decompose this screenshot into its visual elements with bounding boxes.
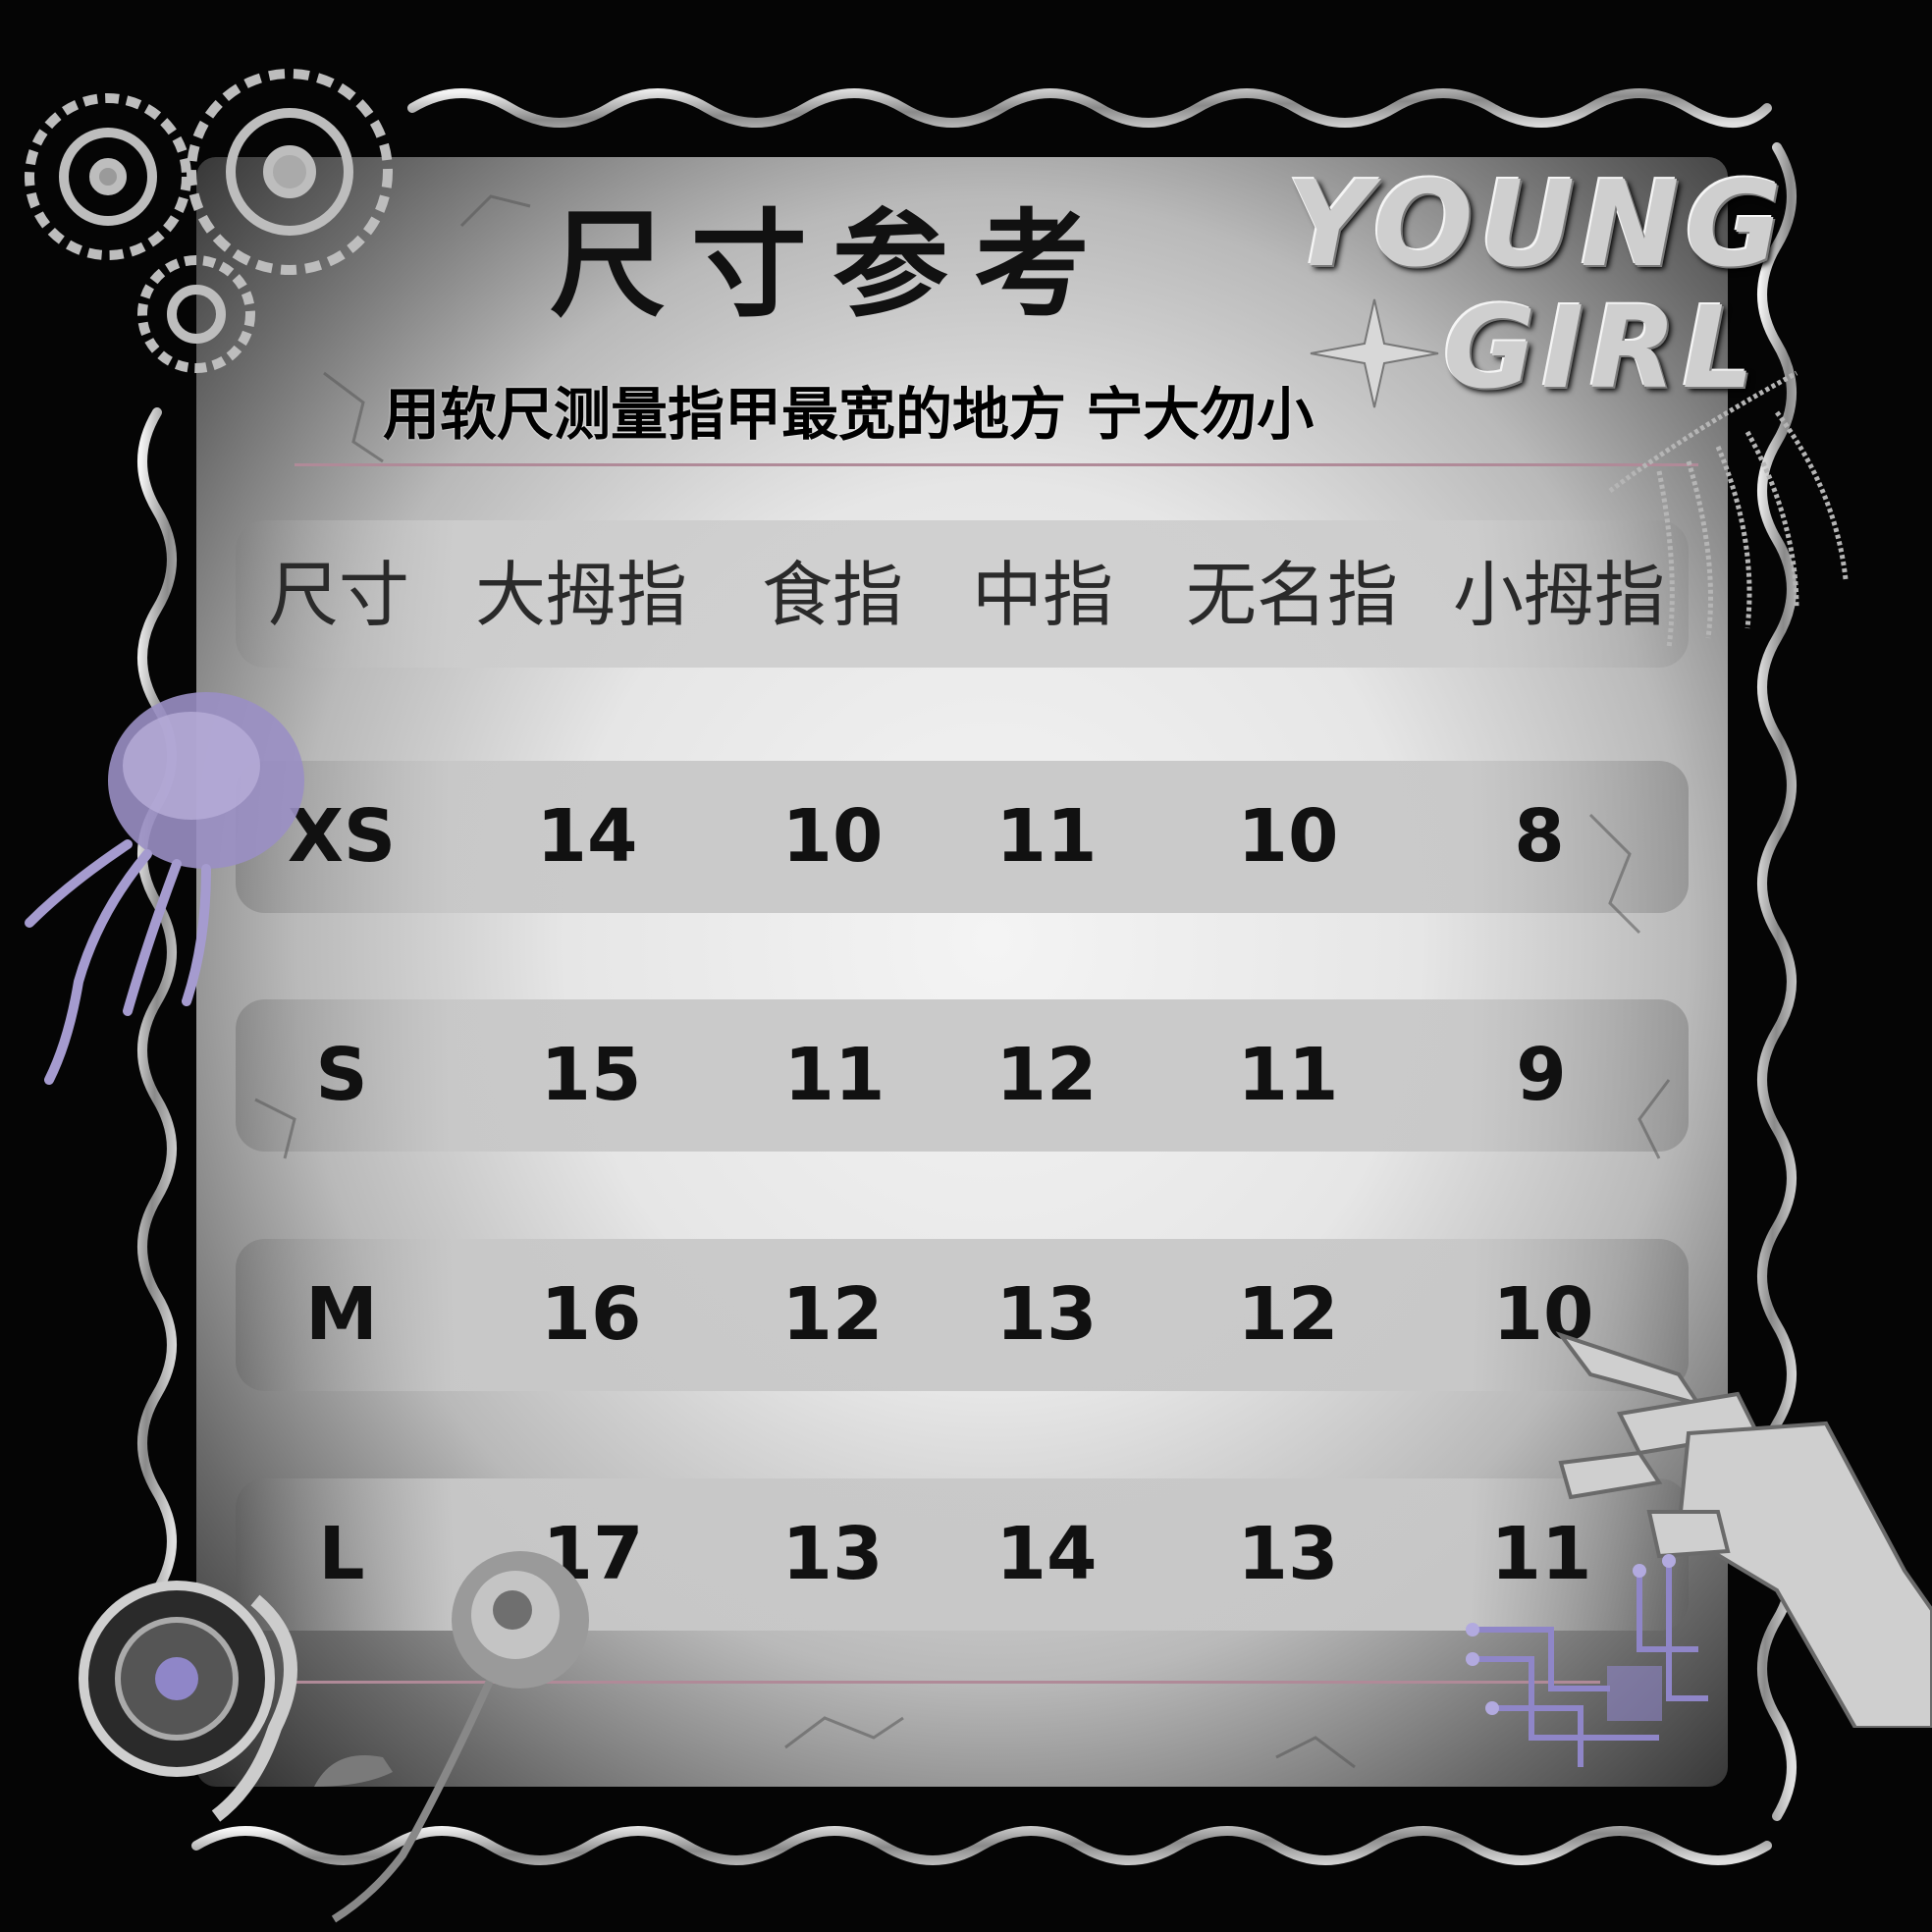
table-cell: 14 (536, 794, 638, 879)
page-title: 尺寸参考 (550, 197, 1116, 333)
table-cell: S (315, 1033, 368, 1117)
table-cell: 16 (540, 1272, 642, 1357)
table-cell: 10 (781, 794, 884, 879)
rose-icon (314, 1551, 589, 1923)
header-thumb: 大拇指 (474, 554, 688, 636)
bottom-rule (295, 1681, 1600, 1684)
header-band (236, 520, 1689, 668)
row-band-m (236, 1239, 1689, 1391)
watch-movement-icon (79, 1581, 297, 1822)
measurement-instruction: 用软尺测量指甲最宽的地方 宁大勿小 (383, 381, 1315, 448)
header-index: 食指 (761, 554, 904, 636)
row-band-s (236, 999, 1689, 1152)
jellyfish-icon (25, 692, 304, 1085)
table-cell: 8 (1514, 794, 1565, 879)
header-pinky: 小拇指 (1452, 554, 1666, 636)
gears-icon (25, 69, 393, 373)
table-cell: 11 (1490, 1512, 1592, 1596)
chain-tassel-icon (1608, 370, 1849, 649)
table-cell: 11 (783, 1033, 886, 1117)
table-cell: 15 (540, 1033, 642, 1117)
header-size: 尺寸 (267, 554, 410, 636)
table-cell: 12 (995, 1033, 1098, 1117)
table-cell: 9 (1516, 1033, 1567, 1117)
header-middle: 中指 (971, 554, 1114, 636)
robot-hand-icon (1555, 1331, 1932, 1728)
top-rule (295, 463, 1698, 466)
header-ring: 无名指 (1185, 554, 1399, 636)
table-cell: L (318, 1512, 365, 1596)
circuit-icon (1466, 1554, 1708, 1767)
row-band-xs (236, 761, 1689, 913)
sparkle-icon (1310, 298, 1439, 408)
table-cell: 13 (995, 1272, 1098, 1357)
table-cell: 13 (1237, 1512, 1339, 1596)
table-cell: 10 (1237, 794, 1339, 879)
table-cell: 12 (781, 1272, 884, 1357)
brand-logo-line2: GIRL (1443, 283, 1761, 414)
table-cell: 13 (781, 1512, 884, 1596)
brand-logo-line1: YOUNG (1286, 157, 1788, 294)
table-cell: 14 (995, 1512, 1098, 1596)
table-cell: M (305, 1272, 378, 1357)
table-cell: XS (287, 794, 397, 879)
table-cell: 11 (1237, 1033, 1339, 1117)
table-cell: 12 (1237, 1272, 1339, 1357)
table-cell: 11 (995, 794, 1098, 879)
